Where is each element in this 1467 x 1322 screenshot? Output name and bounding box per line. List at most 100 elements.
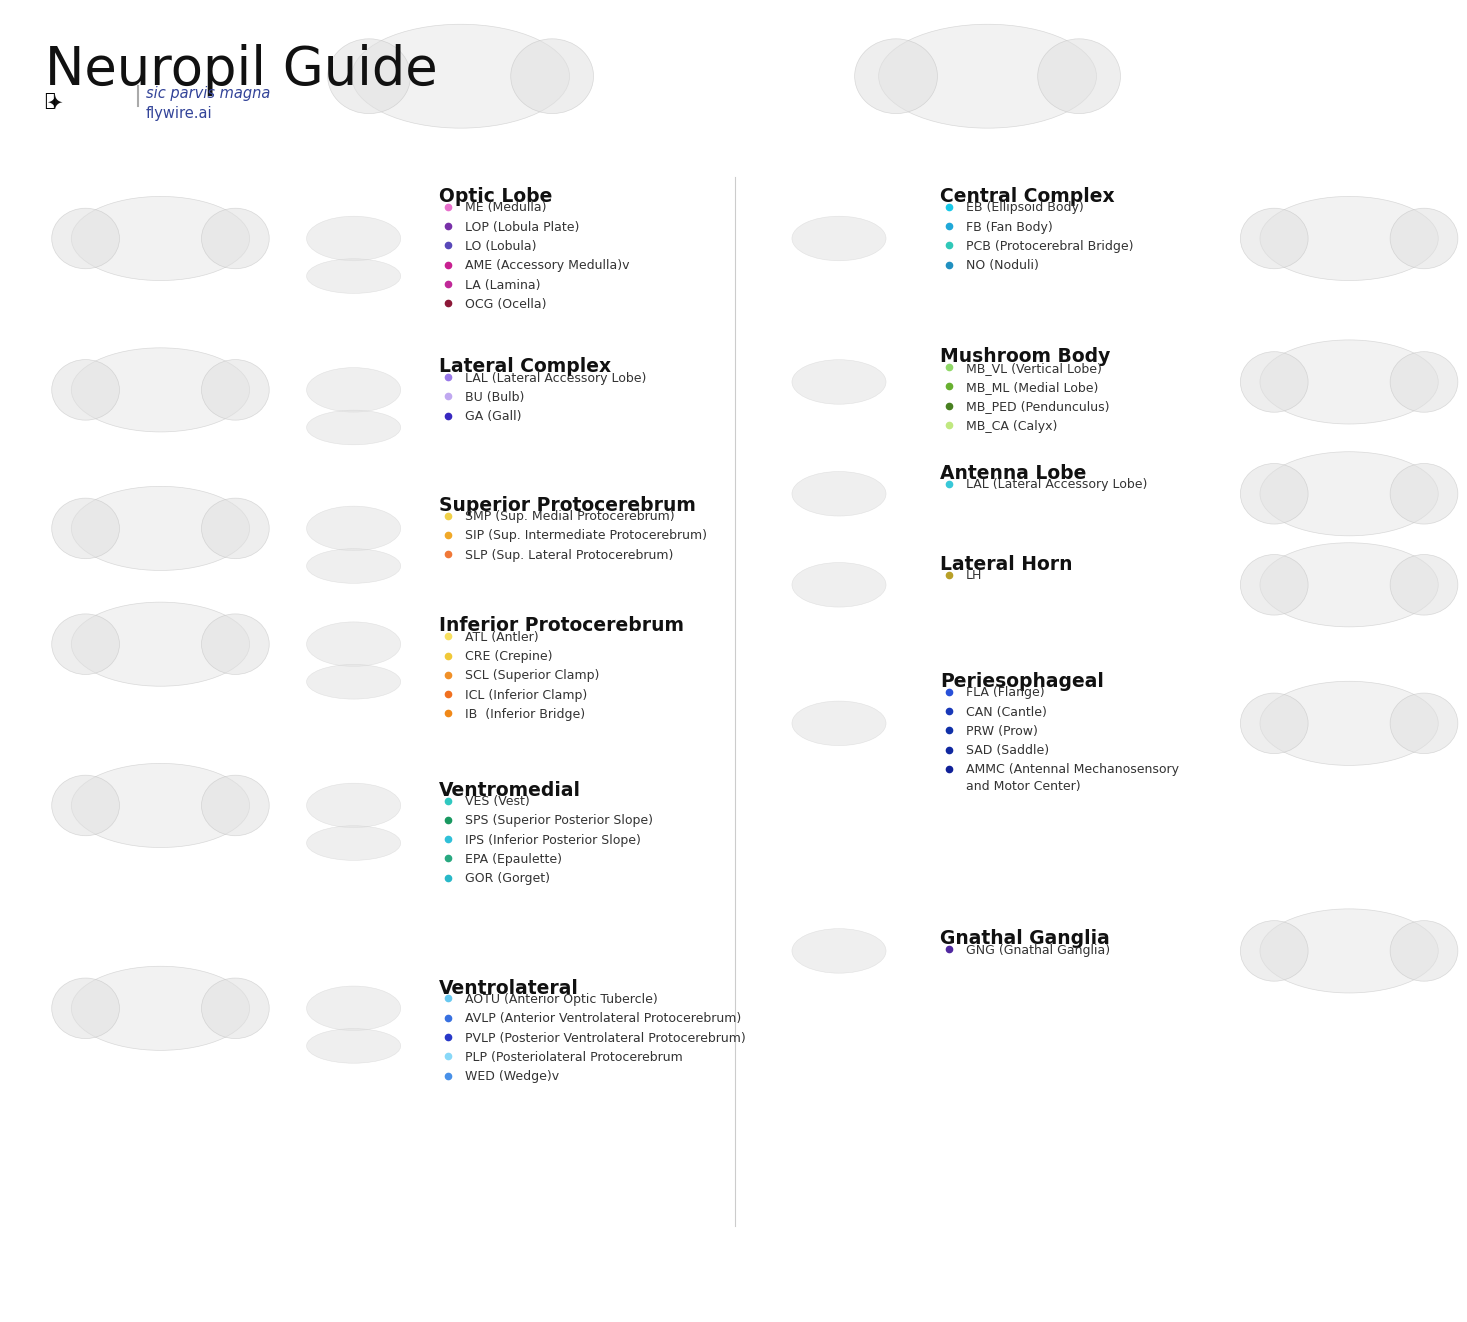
Ellipse shape [307,549,400,583]
Ellipse shape [1260,681,1438,765]
Text: AOTU (Anterior Optic Tubercle): AOTU (Anterior Optic Tubercle) [465,993,657,1006]
Text: LO (Lobula): LO (Lobula) [465,241,535,253]
Text: CRE (Crepine): CRE (Crepine) [465,650,552,664]
Ellipse shape [307,217,400,260]
Ellipse shape [201,775,270,836]
Text: SCL (Superior Clamp): SCL (Superior Clamp) [465,669,599,682]
Text: IB  (Inferior Bridge): IB (Inferior Bridge) [465,709,585,720]
Ellipse shape [201,208,270,268]
Ellipse shape [51,498,119,559]
Ellipse shape [1391,554,1458,615]
Text: sic parvis magna: sic parvis magna [145,86,270,100]
Ellipse shape [201,613,270,674]
Text: IPS (Inferior Posterior Slope): IPS (Inferior Posterior Slope) [465,834,641,846]
Ellipse shape [72,763,249,847]
Ellipse shape [1391,464,1458,524]
Text: Superior Protocerebrum: Superior Protocerebrum [439,496,695,514]
Ellipse shape [1260,543,1438,627]
Ellipse shape [307,1029,400,1063]
Ellipse shape [1241,352,1309,412]
Ellipse shape [51,775,119,836]
Text: SPS (Superior Posterior Slope): SPS (Superior Posterior Slope) [465,814,653,828]
Text: Neuropil Guide: Neuropil Guide [44,44,437,95]
Ellipse shape [201,360,270,420]
Ellipse shape [792,928,886,973]
Ellipse shape [72,602,249,686]
Text: GOR (Gorget): GOR (Gorget) [465,873,550,886]
Text: flywire.ai: flywire.ai [145,106,213,120]
Ellipse shape [327,38,411,114]
Ellipse shape [1391,920,1458,981]
Text: SMP (Sup. Medial Protocerebrum): SMP (Sup. Medial Protocerebrum) [465,510,675,524]
Ellipse shape [1391,693,1458,754]
Ellipse shape [792,563,886,607]
Ellipse shape [307,783,400,828]
Text: ATL (Antler): ATL (Antler) [465,631,538,644]
Text: 🪰: 🪰 [44,93,56,110]
Ellipse shape [307,665,400,699]
Text: AMMC (Antennal Mechanosensory: AMMC (Antennal Mechanosensory [965,763,1179,776]
Text: ICL (Inferior Clamp): ICL (Inferior Clamp) [465,689,587,702]
Text: SAD (Saddle): SAD (Saddle) [965,744,1049,758]
Text: Ventrolateral: Ventrolateral [439,978,578,998]
Ellipse shape [792,217,886,260]
Text: FLA (Flange): FLA (Flange) [965,686,1045,699]
Text: LA (Lamina): LA (Lamina) [465,279,540,292]
Text: EPA (Epaulette): EPA (Epaulette) [465,853,562,866]
Ellipse shape [307,259,400,293]
Ellipse shape [51,208,119,268]
Text: NO (Noduli): NO (Noduli) [965,259,1039,272]
Ellipse shape [1241,208,1309,268]
Ellipse shape [792,701,886,746]
Ellipse shape [1260,452,1438,535]
Text: VES (Vest): VES (Vest) [465,795,530,808]
Ellipse shape [352,24,569,128]
Text: ME (Medulla): ME (Medulla) [465,201,546,214]
Ellipse shape [1241,920,1309,981]
Ellipse shape [307,368,400,412]
Text: BU (Bulb): BU (Bulb) [465,391,524,403]
Ellipse shape [307,410,400,444]
Text: Mushroom Body: Mushroom Body [940,348,1111,366]
Ellipse shape [72,966,249,1051]
Text: LAL (Lateral Accessory Lobe): LAL (Lateral Accessory Lobe) [965,479,1147,492]
Ellipse shape [511,38,594,114]
Text: EB (Ellipsoid Body): EB (Ellipsoid Body) [965,201,1084,214]
Ellipse shape [51,360,119,420]
Text: Inferior Protocerebrum: Inferior Protocerebrum [439,616,684,636]
Ellipse shape [1241,554,1309,615]
Ellipse shape [307,826,400,861]
Text: SLP (Sup. Lateral Protocerebrum): SLP (Sup. Lateral Protocerebrum) [465,549,673,562]
Text: PRW (Prow): PRW (Prow) [965,724,1037,738]
Text: FB (Fan Body): FB (Fan Body) [965,221,1052,234]
Text: CAN (Cantle): CAN (Cantle) [965,706,1046,719]
Text: LH: LH [965,570,981,583]
Ellipse shape [855,38,937,114]
Ellipse shape [51,613,119,674]
Text: MB_PED (Pendunculus): MB_PED (Pendunculus) [965,401,1109,414]
Text: Lateral Horn: Lateral Horn [940,555,1072,574]
Text: Central Complex: Central Complex [940,186,1115,206]
Text: PCB (Protocerebral Bridge): PCB (Protocerebral Bridge) [965,241,1134,253]
Ellipse shape [792,472,886,516]
Text: GNG (Gnathal Ganglia): GNG (Gnathal Ganglia) [965,944,1111,957]
Ellipse shape [307,621,400,666]
Ellipse shape [1241,693,1309,754]
Text: AME (Accessory Medulla)v: AME (Accessory Medulla)v [465,259,629,272]
Text: PLP (Posteriolateral Protocerebrum: PLP (Posteriolateral Protocerebrum [465,1051,682,1064]
Ellipse shape [1391,352,1458,412]
Text: MB_CA (Calyx): MB_CA (Calyx) [965,419,1058,432]
Ellipse shape [201,498,270,559]
Text: Lateral Complex: Lateral Complex [439,357,610,377]
Ellipse shape [201,978,270,1039]
Text: Periesophageal: Periesophageal [940,672,1103,691]
Text: ✦: ✦ [47,93,63,112]
Text: LOP (Lobula Plate): LOP (Lobula Plate) [465,221,579,234]
Text: PVLP (Posterior Ventrolateral Protocerebrum): PVLP (Posterior Ventrolateral Protocereb… [465,1031,745,1044]
Text: and Motor Center): and Motor Center) [965,780,1080,793]
Text: AVLP (Anterior Ventrolateral Protocerebrum): AVLP (Anterior Ventrolateral Protocerebr… [465,1013,741,1026]
Ellipse shape [72,486,249,571]
Text: Optic Lobe: Optic Lobe [439,186,552,206]
Text: Antenna Lobe: Antenna Lobe [940,464,1087,483]
Text: Gnathal Ganglia: Gnathal Ganglia [940,929,1109,948]
